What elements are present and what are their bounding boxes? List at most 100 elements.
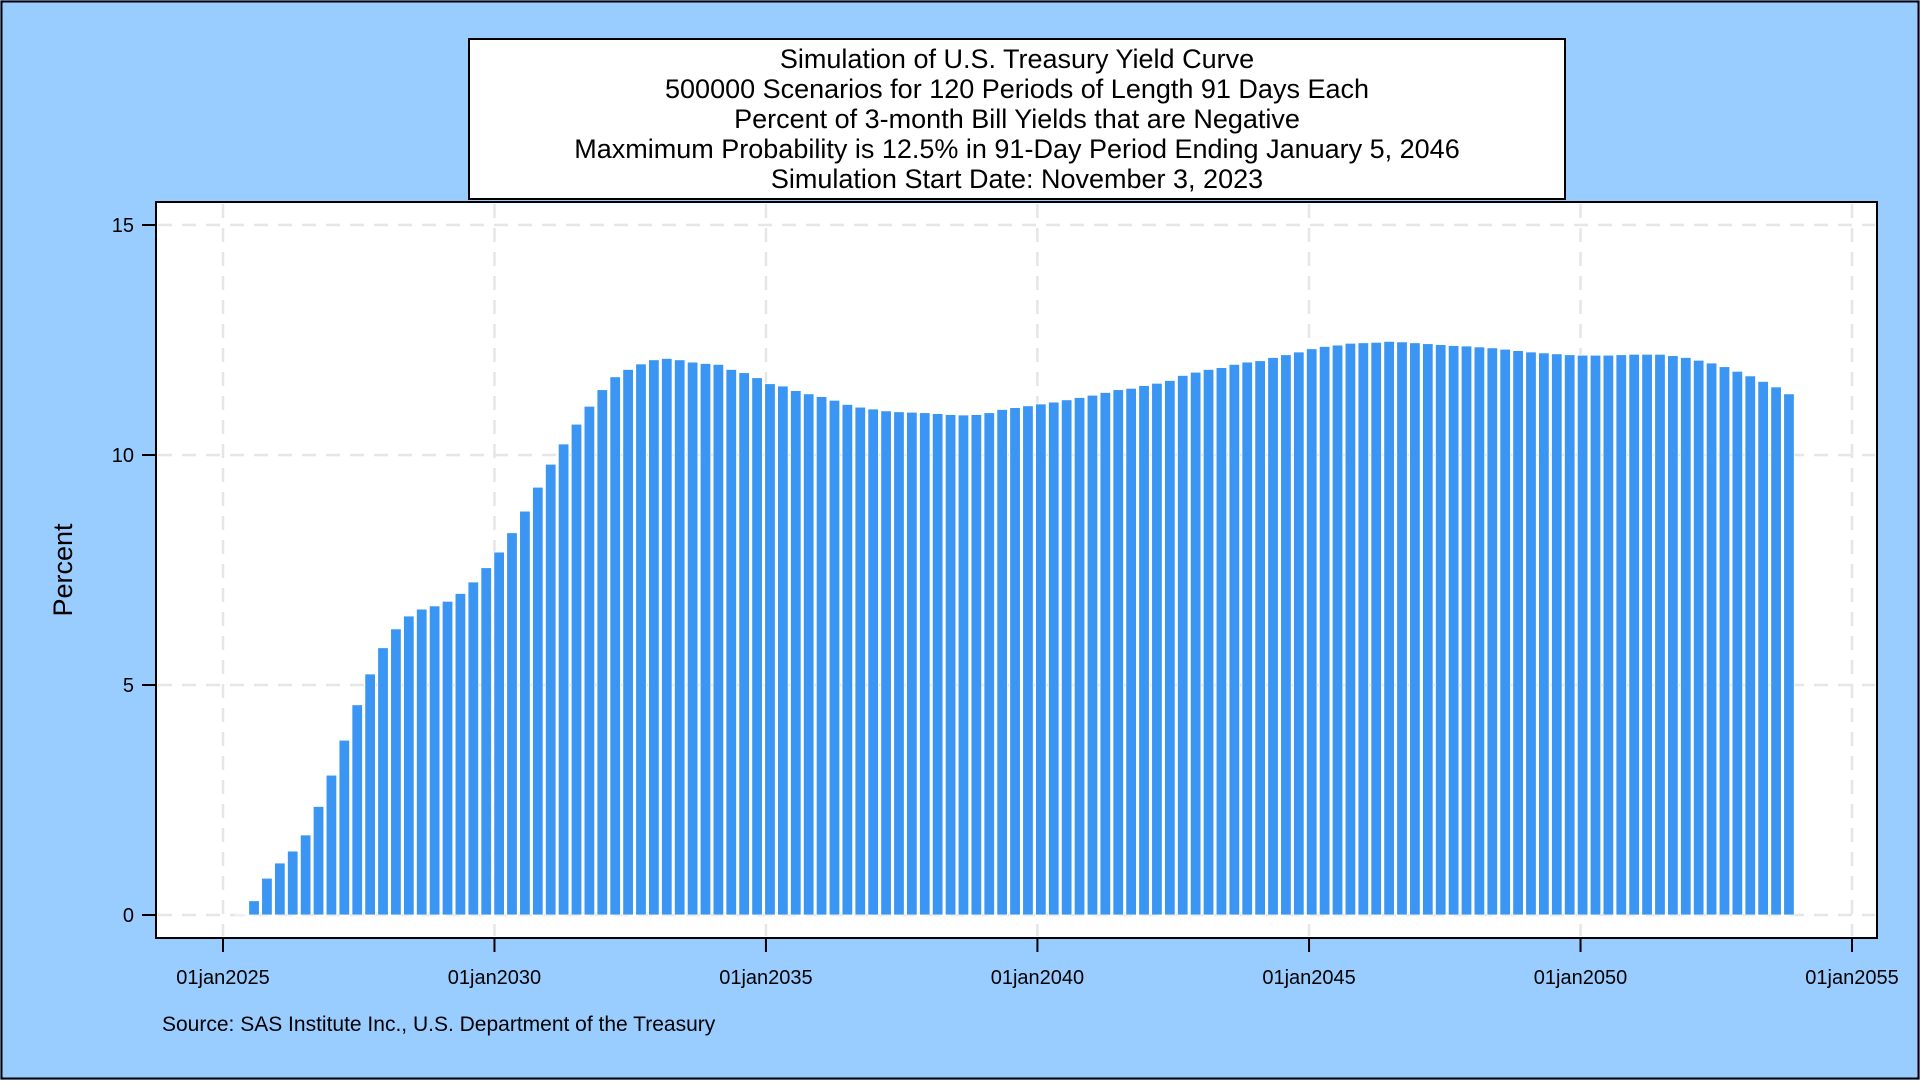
bar (661, 357, 673, 916)
bar (1254, 360, 1266, 916)
bar (1705, 362, 1718, 916)
bar (390, 628, 402, 916)
bar (1731, 370, 1744, 916)
bar (1293, 351, 1305, 916)
bar (596, 389, 608, 916)
bar (299, 834, 312, 916)
x-tick-label: 01jan2055 (1805, 967, 1898, 989)
bar (777, 385, 789, 916)
bar (1615, 354, 1627, 916)
bar (351, 704, 363, 916)
bar (725, 369, 737, 916)
bar (1551, 353, 1563, 916)
y-axis-label: Percent (48, 523, 78, 617)
bar (1770, 386, 1782, 916)
bar (261, 877, 273, 916)
bar (274, 862, 286, 916)
bar (1086, 394, 1099, 916)
bar (1009, 407, 1021, 916)
bar (1099, 392, 1112, 916)
source-note: Source: SAS Institute Inc., U.S. Departm… (162, 1013, 716, 1036)
bar (1177, 375, 1189, 916)
bar-series (235, 340, 1795, 916)
bar (1267, 357, 1279, 916)
bar (416, 608, 428, 916)
bar (1628, 353, 1640, 916)
bar (1692, 359, 1705, 916)
bar (1164, 380, 1176, 916)
bar (1744, 375, 1756, 916)
chart-subtitle-maximum: Maxmimum Probability is 12.5% in 91-Day … (574, 134, 1459, 164)
bar (454, 593, 467, 916)
bar (377, 647, 389, 916)
bar (557, 443, 570, 916)
bar (996, 409, 1008, 916)
bar (1073, 397, 1086, 916)
chart-title-box: Simulation of U.S. Treasury Yield Curve … (468, 38, 1566, 200)
bar (1757, 380, 1769, 916)
chart-subtitle-start-date: Simulation Start Date: November 3, 2023 (771, 164, 1263, 194)
bar (635, 363, 647, 916)
bar (1125, 387, 1137, 916)
bar (441, 600, 454, 916)
plot-frame (155, 201, 1878, 939)
bar (312, 806, 325, 916)
y-tick-label: 5 (123, 675, 134, 697)
bar (338, 739, 351, 916)
chart-subtitle-scenarios: 500000 Scenarios for 120 Periods of Leng… (665, 74, 1369, 104)
bar (919, 412, 931, 916)
bar (854, 406, 866, 916)
y-tick-label: 0 (123, 905, 134, 927)
bar (428, 605, 441, 916)
bar (1344, 342, 1357, 916)
bar (841, 403, 854, 916)
bar (1654, 353, 1666, 916)
bar (570, 423, 583, 916)
bar (403, 615, 415, 916)
bar (1370, 341, 1382, 916)
bar (467, 581, 479, 916)
bar (1460, 345, 1473, 916)
bar (1409, 342, 1421, 916)
bar (1138, 385, 1150, 916)
chart-subtitle-measure: Percent of 3-month Bill Yields that are … (734, 104, 1300, 134)
bar (1602, 354, 1615, 916)
bar (957, 414, 970, 916)
bar (648, 359, 660, 916)
bar (1331, 344, 1344, 916)
y-tick-label: 10 (112, 445, 134, 467)
bar (686, 361, 699, 916)
x-tick-label: 01jan2040 (991, 967, 1084, 989)
bar (738, 372, 750, 916)
bar (1189, 371, 1202, 916)
bar (1022, 405, 1034, 916)
bar (609, 376, 621, 916)
bar (1589, 354, 1602, 916)
bar (583, 405, 596, 916)
bar (699, 363, 712, 916)
bar (1280, 354, 1292, 916)
bar (1228, 363, 1241, 916)
bar (1383, 340, 1395, 916)
bar (1783, 393, 1795, 916)
bar (983, 412, 995, 916)
bar (506, 532, 518, 916)
bar (790, 390, 802, 916)
bar (893, 411, 905, 916)
x-tick-label: 01jan2025 (176, 967, 269, 989)
bar (1435, 344, 1447, 916)
bar (519, 510, 531, 916)
bar (287, 850, 299, 916)
bar (1525, 351, 1537, 916)
bar (1512, 350, 1524, 916)
x-tick-label: 01jan2045 (1262, 967, 1355, 989)
bar (480, 567, 492, 916)
bar (1576, 354, 1589, 916)
bar (1473, 346, 1486, 916)
bar (1151, 382, 1163, 916)
bar (1564, 354, 1576, 916)
bar (880, 410, 892, 916)
bar (1499, 348, 1511, 916)
